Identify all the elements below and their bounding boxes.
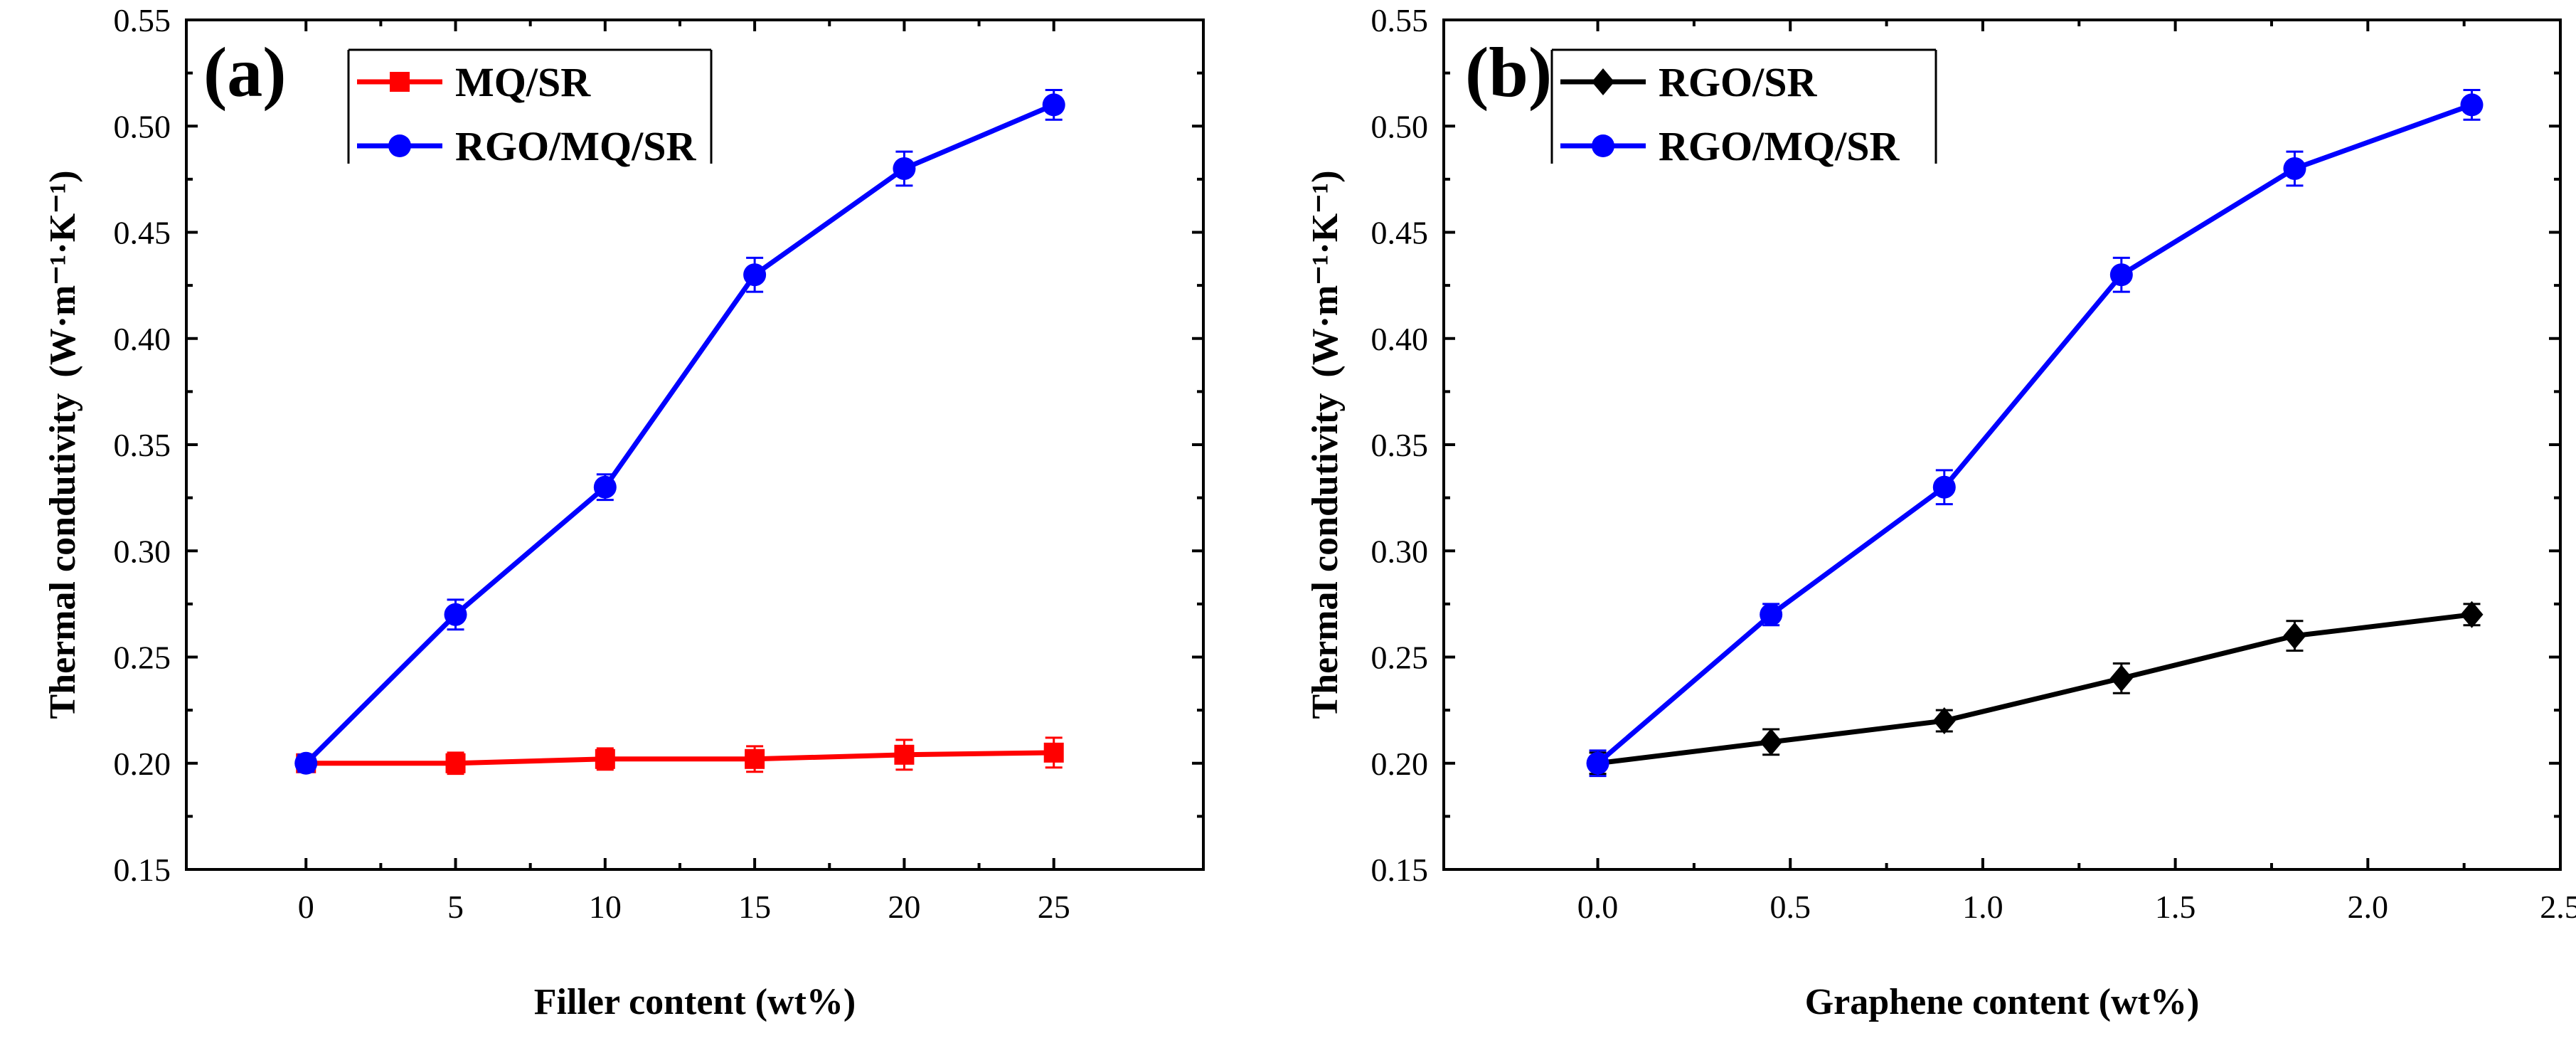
- y-tick-label: 0.20: [1371, 746, 1429, 782]
- y-axis-title: Thermal condutivity (W·m⁻¹·K⁻¹): [1305, 170, 1346, 719]
- data-point-square: [445, 753, 466, 773]
- x-tick-label: 0.0: [1577, 889, 1619, 925]
- y-axis-title-text: Thermal condutivity: [43, 393, 83, 719]
- data-point-circle: [294, 751, 318, 775]
- y-tick-label: 0.35: [114, 427, 171, 463]
- y-tick-label: 0.35: [1371, 427, 1429, 463]
- series-line-mq-sr: [306, 750, 1054, 766]
- x-tick-label: 2.5: [2540, 889, 2576, 925]
- data-point-circle: [2460, 93, 2484, 117]
- y-tick-label: 0.15: [114, 852, 171, 888]
- series-line-rgo-mq-sr: [1596, 102, 2473, 766]
- y-tick-label: 0.45: [114, 215, 171, 251]
- x-tick-label: 0: [298, 889, 314, 925]
- data-point-diamond: [2283, 622, 2306, 650]
- y-tick-label: 0.15: [1371, 852, 1429, 888]
- data-point-circle: [1932, 475, 1956, 499]
- panel-a: 0.15 0.20 0.25 0.30 0.35 0.40 0.45 0.50 0.55 0 5 10…: [43, 2, 1205, 1022]
- x-tick-label: 2.0: [2348, 889, 2389, 925]
- x-tick-label: 25: [1038, 889, 1070, 925]
- x-tick-label: 15: [738, 889, 771, 925]
- data-point-diamond: [1932, 707, 1956, 735]
- y-axis-title-unit: (W·m⁻¹·K⁻¹): [43, 170, 83, 377]
- y-tick-label: 0.50: [114, 108, 171, 144]
- data-point-circle: [1760, 603, 1783, 626]
- data-point-circle: [743, 263, 767, 287]
- legend-label: RGO/SR: [1659, 59, 1817, 105]
- series-line-rgo-mq-sr: [304, 102, 1055, 766]
- data-point-circle: [444, 603, 467, 626]
- x-tick-label: 0.5: [1769, 889, 1811, 925]
- y-tick-label: 0.55: [114, 2, 171, 38]
- x-tick-label: 5: [447, 889, 464, 925]
- x-axis-title: Graphene content (wt%): [1805, 982, 2200, 1022]
- data-point-diamond: [2109, 665, 2133, 692]
- data-point-circle: [2283, 157, 2306, 180]
- data-point-square: [745, 748, 765, 769]
- panel-label: (a): [203, 33, 287, 112]
- panel-label: (b): [1465, 33, 1552, 112]
- legend-label: RGO/MQ/SR: [1659, 123, 1900, 169]
- y-axis-title-text: Thermal condutivity: [1305, 393, 1346, 719]
- data-point-diamond: [1760, 728, 1783, 756]
- y-tick-label: 0.50: [1371, 108, 1429, 144]
- legend-marker-circle: [388, 134, 411, 157]
- legend-marker-square: [390, 72, 410, 92]
- legend-marker-circle: [1592, 134, 1614, 157]
- y-tick-label: 0.45: [1371, 215, 1429, 251]
- y-axis-title-unit: (W·m⁻¹·K⁻¹): [1305, 170, 1346, 377]
- data-point-circle: [593, 475, 617, 499]
- x-tick-label: 20: [888, 889, 920, 925]
- data-point-circle: [893, 157, 916, 180]
- data-point-circle: [1042, 93, 1065, 117]
- data-point-square: [894, 744, 915, 765]
- legend-marker-diamond: [1592, 68, 1614, 95]
- y-tick-label: 0.25: [114, 640, 171, 676]
- legend-label: RGO/MQ/SR: [455, 123, 696, 169]
- legend-label: MQ/SR: [455, 59, 591, 105]
- x-tick-label: 10: [589, 889, 622, 925]
- y-tick-label: 0.55: [1371, 2, 1429, 38]
- data-point-circle: [2109, 263, 2133, 287]
- data-point-square: [595, 748, 615, 769]
- data-point-diamond: [2460, 600, 2484, 628]
- x-axis-title: Filler content (wt%): [534, 982, 856, 1022]
- data-point-circle: [1586, 751, 1609, 775]
- data-point-square: [1043, 742, 1064, 763]
- y-tick-label: 0.30: [114, 533, 171, 569]
- y-tick-label: 0.40: [114, 321, 171, 357]
- panel-b: 0.15 0.20 0.25 0.30 0.35 0.40 0.45 0.50 0.55 0.0 0…: [1305, 2, 2576, 1022]
- y-axis-title: Thermal condutivity (W·m⁻¹·K⁻¹): [43, 170, 83, 719]
- y-tick-label: 0.25: [1371, 640, 1429, 676]
- y-tick-label: 0.30: [1371, 533, 1429, 569]
- x-tick-label: 1.0: [1962, 889, 2003, 925]
- x-tick-label: 1.5: [2155, 889, 2196, 925]
- series-line-rgo-sr: [1597, 612, 2472, 766]
- y-tick-label: 0.20: [114, 746, 171, 782]
- y-tick-label: 0.40: [1371, 321, 1429, 357]
